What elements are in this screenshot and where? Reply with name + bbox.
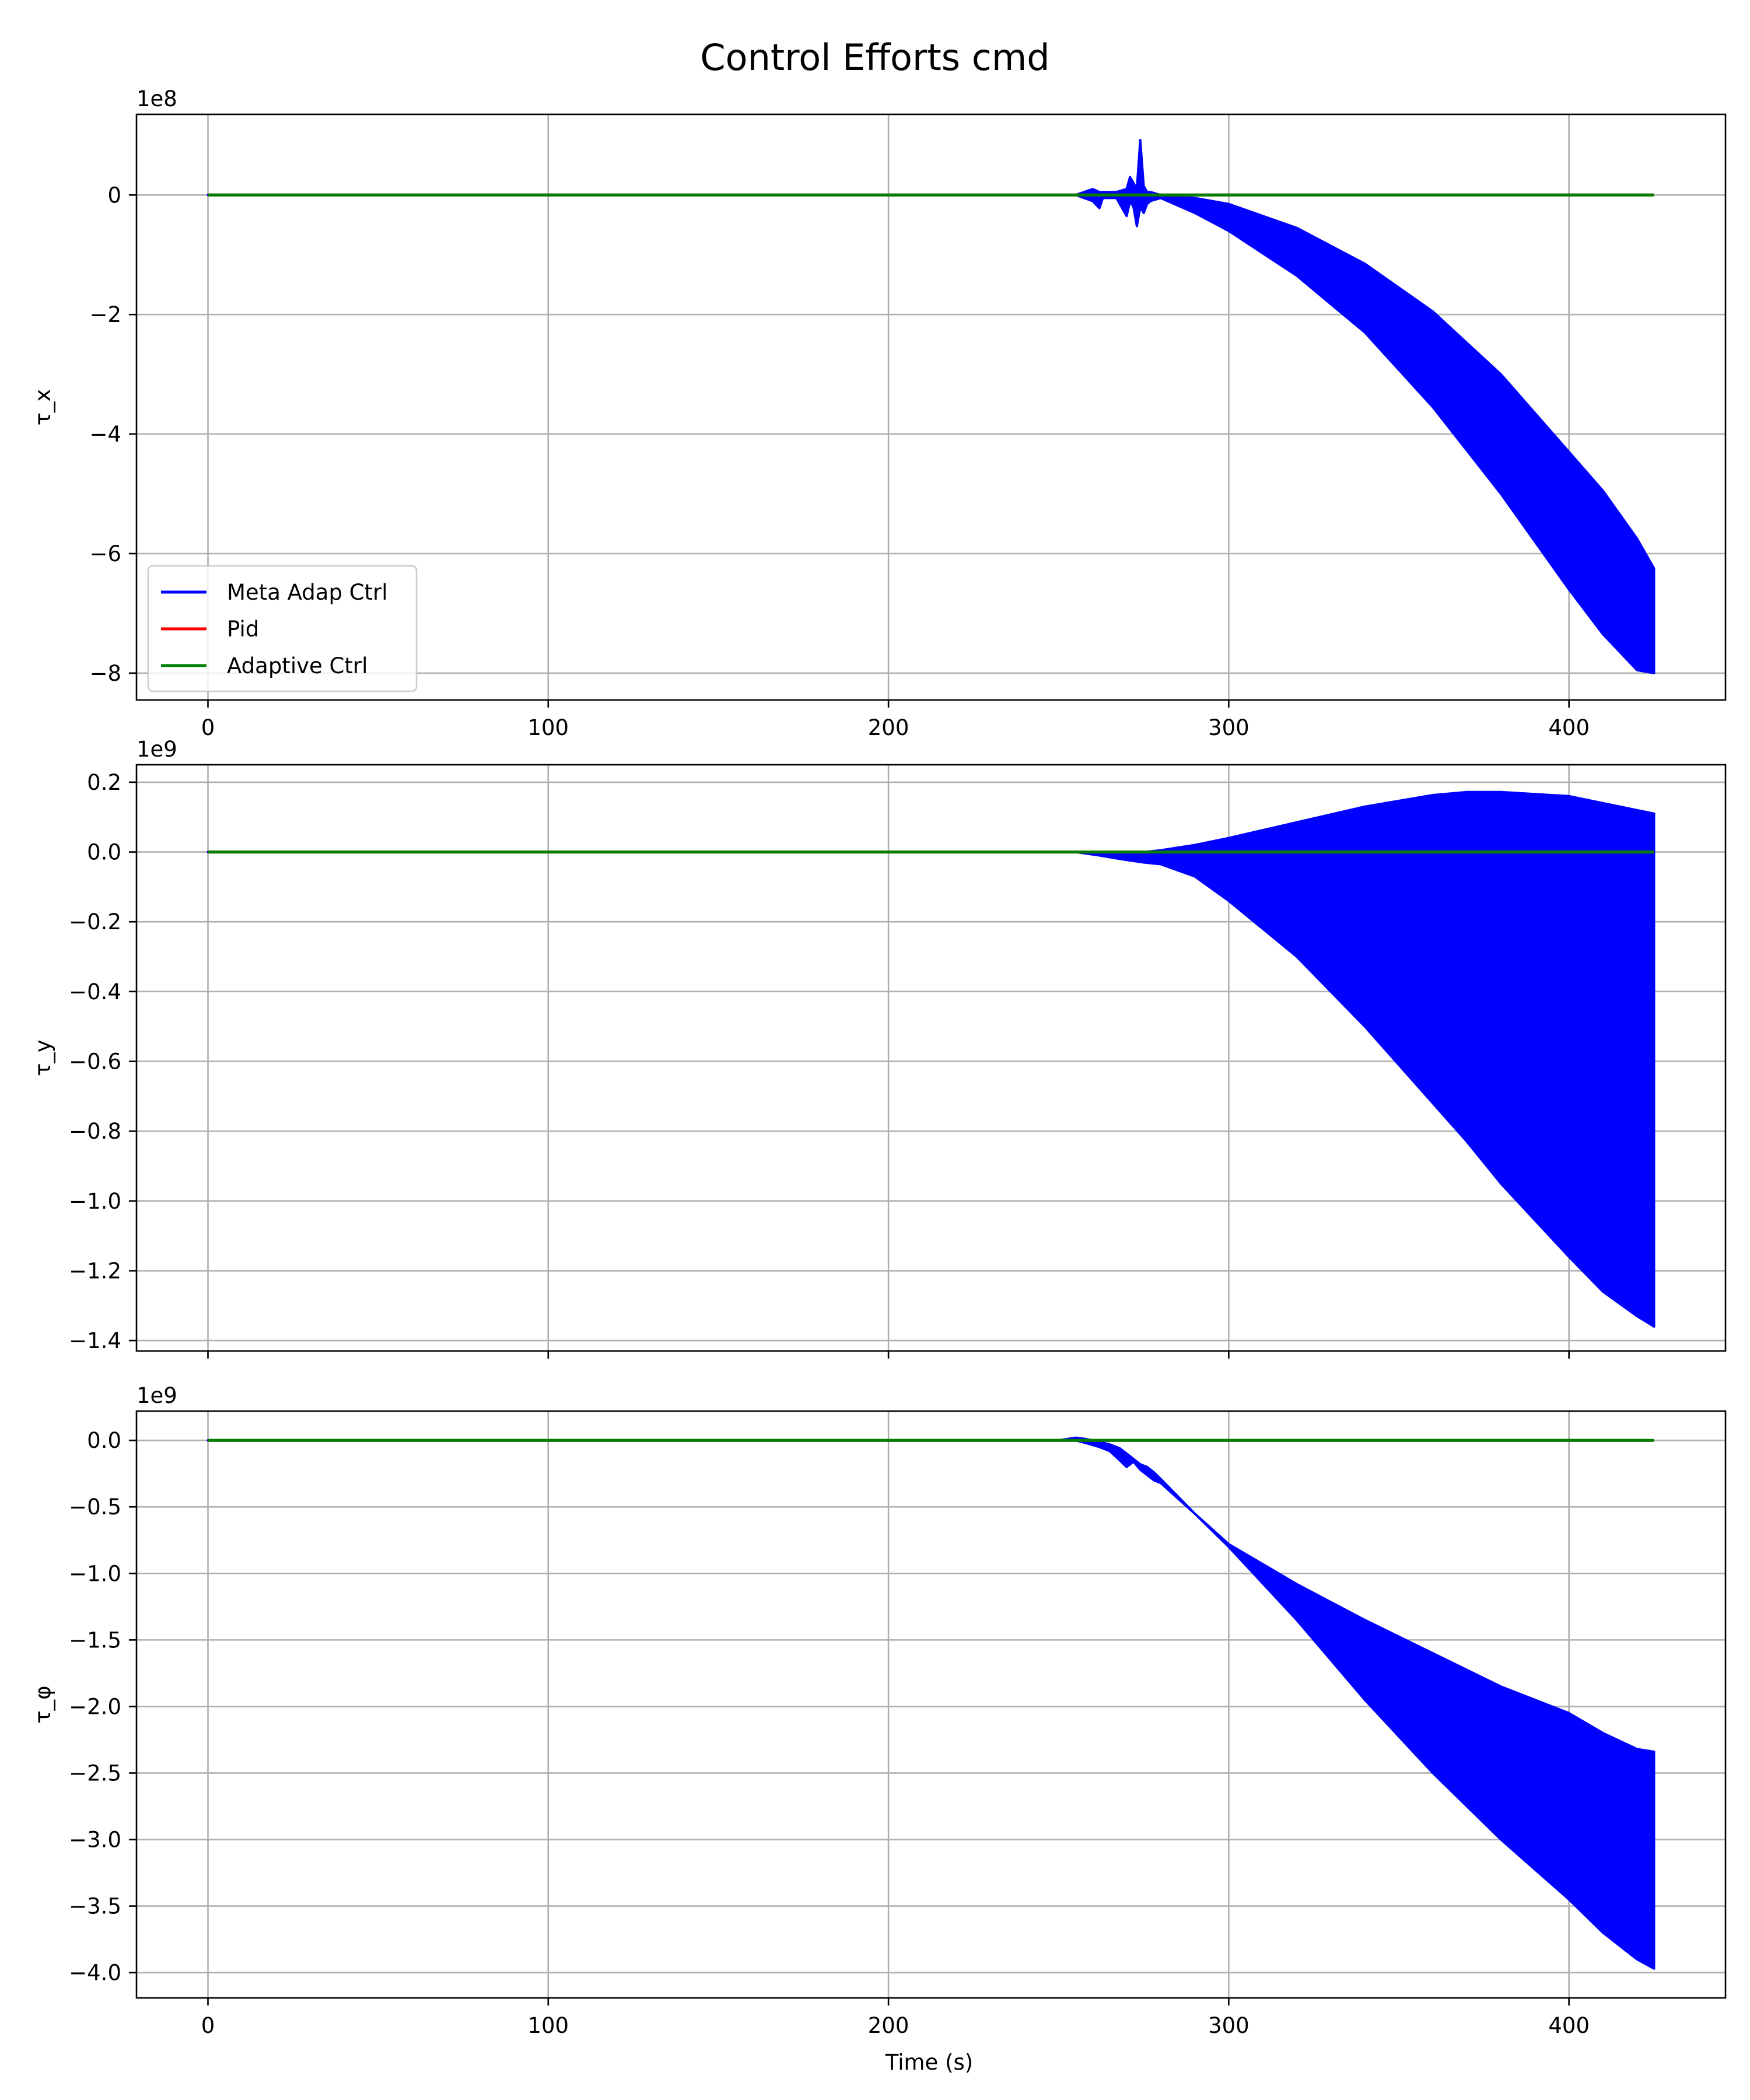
data-layer [206,790,1656,1328]
series-meta-adap-ctrl-band [206,139,1656,674]
x-tick-label: 0 [201,2013,215,2038]
legend-entry: Pid [227,617,259,642]
legend-entry: Adaptive Ctrl [227,653,368,678]
y-tick-label: −3.0 [69,1828,121,1853]
y-tick-label: −0.8 [69,1119,121,1144]
axis-offset-label: 1e8 [136,86,177,111]
axis-offset-label: 1e9 [136,737,177,762]
subplot-1: 0 100 200 300 400 0 −2 −4 −6 −8 1e8 τ_x Meta Adap Ct… [30,86,1727,740]
x-tick-label: 200 [868,715,909,740]
x-tick-label: 400 [1548,2013,1590,2038]
y-tick-label: −2.0 [69,1694,121,1719]
subplot-2: 0.2 0.0 −0.2 −0.4 −0.6 −0.8 −1.0 −1.2 −1.4 1e9 τ_y [30,737,1727,1359]
subplots: 0 100 200 300 400 0 −2 −4 −6 −8 1e8 τ_x Meta Adap Ct… [30,86,1727,2038]
axes-frame [135,113,1727,701]
x-tick-label: 200 [868,2013,909,2038]
x-tick-label: 300 [1208,2013,1250,2038]
y-tick-label: 0.0 [87,1428,121,1453]
series-meta-adap-ctrl-band [206,790,1656,1328]
y-tick-label: −4 [89,422,121,447]
y-axis-label: τ_y [30,1040,55,1076]
x-tick-label: 300 [1208,715,1250,740]
y-tick-label: −1.2 [69,1258,121,1283]
y-axis-label: τ_φ [30,1685,55,1723]
legend-box [147,565,418,692]
y-tick-label: −0.2 [69,909,121,935]
y-tick-label: −8 [89,661,121,686]
axes-frame [135,1410,1727,1999]
y-tick-label: −1.5 [69,1628,121,1653]
y-tick-label: −3.5 [69,1894,121,1919]
y-tick-label: −2.5 [69,1760,121,1786]
y-tick-label: −1.0 [69,1561,121,1586]
axis-offset-label: 1e9 [136,1383,177,1408]
subplot-3: 0 100 200 300 400 0.0 −0.5 −1.0 −1.5 −2.0 −2.5 −3.0… [30,1383,1727,2038]
x-tick-label: 400 [1548,715,1590,740]
y-tick-label: −2 [89,302,121,327]
data-layer [206,1436,1656,1970]
y-tick-label: −0.4 [69,979,121,1005]
legend-entry: Meta Adap Ctrl [227,580,388,605]
x-axis-label: Time (s) [885,2050,973,2075]
x-tick-label: 0 [201,715,215,740]
y-tick-label: −0.5 [69,1494,121,1520]
data-layer [206,139,1656,674]
x-tick-label: 100 [527,2013,569,2038]
y-axis-label: τ_x [30,389,55,426]
axes-frame [135,764,1727,1352]
y-tick-label: 0 [107,183,121,208]
y-tick-label: −1.0 [69,1189,121,1214]
y-tick-label: 0.2 [87,770,121,795]
figure-title: Control Efforts cmd [700,36,1049,79]
y-tick-label: −6 [89,541,121,566]
legend: Meta Adap Ctrl Pid Adaptive Ctrl [147,565,418,692]
y-tick-label: 0.0 [87,840,121,865]
y-tick-label: −4.0 [69,1961,121,1986]
series-meta-adap-ctrl-band [206,1436,1656,1970]
y-tick-label: −0.6 [69,1049,121,1074]
y-tick-label: −1.4 [69,1328,121,1353]
x-tick-label: 100 [527,715,569,740]
